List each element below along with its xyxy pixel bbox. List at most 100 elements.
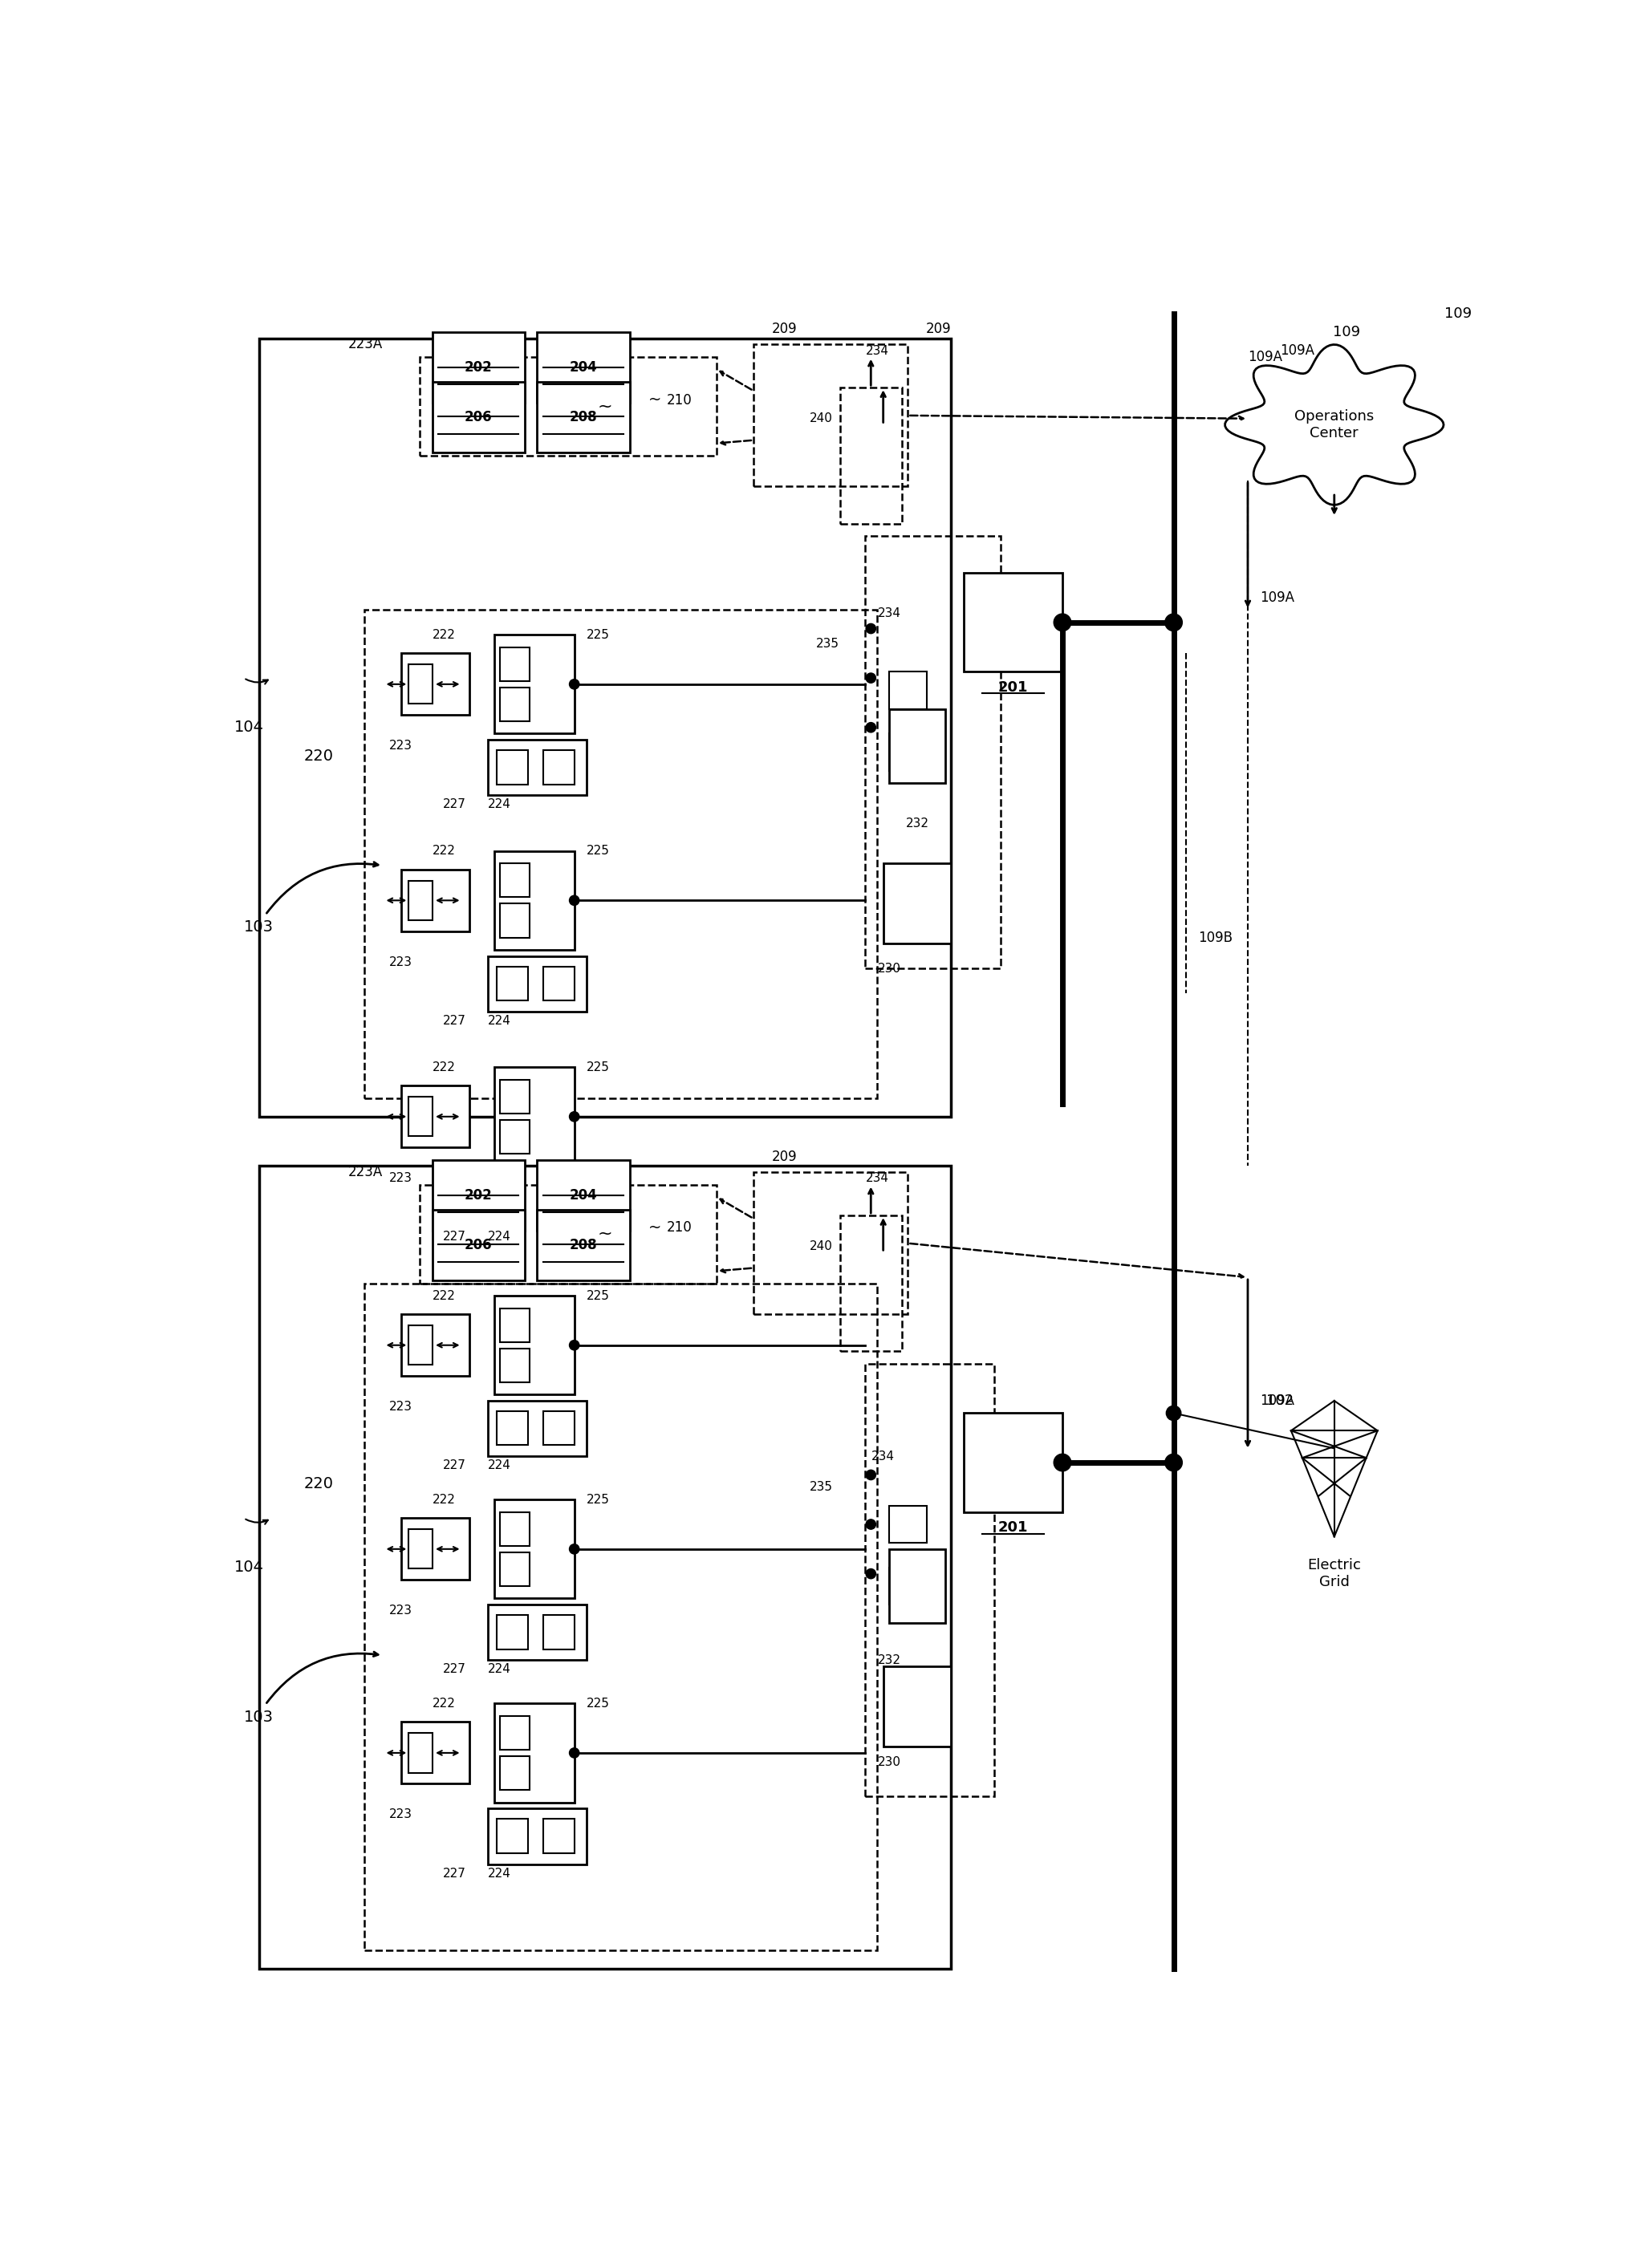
Text: 224: 224	[489, 1014, 512, 1027]
Bar	[500, 1347, 530, 1381]
Bar	[543, 751, 574, 785]
Circle shape	[865, 1470, 875, 1479]
Text: 208: 208	[569, 411, 597, 424]
Text: 225: 225	[587, 628, 610, 642]
Bar	[538, 1209, 630, 1281]
Text: 234: 234	[872, 1449, 895, 1463]
Text: 201: 201	[999, 1520, 1028, 1535]
Bar	[401, 1086, 469, 1148]
Bar	[883, 1667, 951, 1746]
Text: 235: 235	[816, 637, 839, 651]
Text: 227: 227	[443, 1867, 466, 1880]
Text: 201: 201	[999, 680, 1028, 694]
Text: 109B: 109B	[1198, 930, 1232, 946]
Bar	[497, 1615, 528, 1649]
Bar	[489, 957, 587, 1012]
Bar	[408, 1098, 433, 1136]
Bar	[497, 1819, 528, 1853]
Text: ~: ~	[648, 1220, 661, 1236]
Bar	[543, 1615, 574, 1649]
Bar	[489, 1173, 587, 1227]
Bar	[401, 1721, 469, 1783]
Circle shape	[865, 723, 875, 733]
Bar	[497, 1182, 528, 1216]
Bar	[964, 1413, 1063, 1513]
Text: 225: 225	[587, 1290, 610, 1302]
Text: 224: 224	[489, 798, 512, 810]
Text: 224: 224	[489, 1232, 512, 1243]
Text: 232: 232	[878, 1653, 901, 1667]
Bar	[408, 1325, 433, 1365]
Circle shape	[569, 1749, 579, 1758]
Circle shape	[1054, 1454, 1071, 1472]
Bar	[500, 1120, 530, 1154]
Bar	[500, 646, 530, 680]
Text: 104: 104	[235, 1560, 265, 1576]
Text: 103: 103	[243, 919, 273, 934]
Text: 202: 202	[464, 361, 492, 374]
Circle shape	[569, 896, 579, 905]
Bar	[841, 1216, 901, 1352]
Circle shape	[1165, 615, 1183, 631]
Text: 223: 223	[388, 1606, 413, 1617]
Text: 230: 230	[878, 1755, 901, 1769]
Text: 224: 224	[489, 1662, 512, 1676]
Text: 104: 104	[235, 719, 265, 735]
Circle shape	[865, 674, 875, 683]
Text: 234: 234	[865, 1173, 888, 1184]
Bar	[408, 665, 433, 703]
Bar	[753, 345, 908, 488]
Bar	[890, 1506, 926, 1542]
Bar	[964, 574, 1063, 671]
Text: 224: 224	[489, 1461, 512, 1472]
Bar	[401, 869, 469, 932]
Text: 204: 204	[569, 361, 597, 374]
Text: 208: 208	[569, 1238, 597, 1252]
Circle shape	[865, 1520, 875, 1529]
Text: 102: 102	[1267, 1393, 1293, 1408]
Bar	[433, 381, 525, 454]
Text: 225: 225	[587, 1696, 610, 1710]
Bar	[500, 864, 530, 898]
Bar	[401, 1517, 469, 1581]
Bar	[401, 1313, 469, 1377]
Bar	[890, 671, 926, 710]
Text: 234: 234	[865, 345, 888, 356]
Bar	[497, 751, 528, 785]
Bar	[494, 1703, 574, 1803]
Bar	[543, 1182, 574, 1216]
Circle shape	[569, 1340, 579, 1349]
Bar	[494, 635, 574, 733]
Text: 210: 210	[666, 392, 693, 408]
Text: 206: 206	[464, 411, 492, 424]
Text: 109: 109	[1332, 324, 1360, 340]
Text: Electric
Grid: Electric Grid	[1308, 1558, 1360, 1590]
Text: 227: 227	[443, 1662, 466, 1676]
Text: 209: 209	[772, 322, 798, 336]
Text: 222: 222	[433, 1290, 456, 1302]
Bar	[489, 1402, 587, 1456]
Bar	[433, 333, 525, 404]
Bar	[500, 1755, 530, 1789]
Bar	[890, 733, 926, 771]
Bar	[890, 1549, 944, 1624]
Text: 224: 224	[489, 1867, 512, 1880]
Text: 210: 210	[666, 1220, 693, 1236]
Bar	[419, 1184, 717, 1284]
Bar	[497, 1411, 528, 1445]
Bar	[500, 1717, 530, 1751]
Text: 222: 222	[433, 1495, 456, 1506]
Polygon shape	[1226, 345, 1444, 506]
Bar	[494, 1068, 574, 1166]
Bar	[494, 1295, 574, 1395]
Bar	[489, 1606, 587, 1660]
Text: 223: 223	[388, 957, 413, 968]
Bar	[538, 333, 630, 404]
Bar	[865, 535, 1000, 968]
Text: 223: 223	[388, 739, 413, 753]
Bar	[433, 1161, 525, 1232]
Bar	[500, 1551, 530, 1585]
Bar	[500, 1080, 530, 1114]
Bar	[419, 356, 717, 456]
Text: 109A: 109A	[1260, 1393, 1295, 1408]
